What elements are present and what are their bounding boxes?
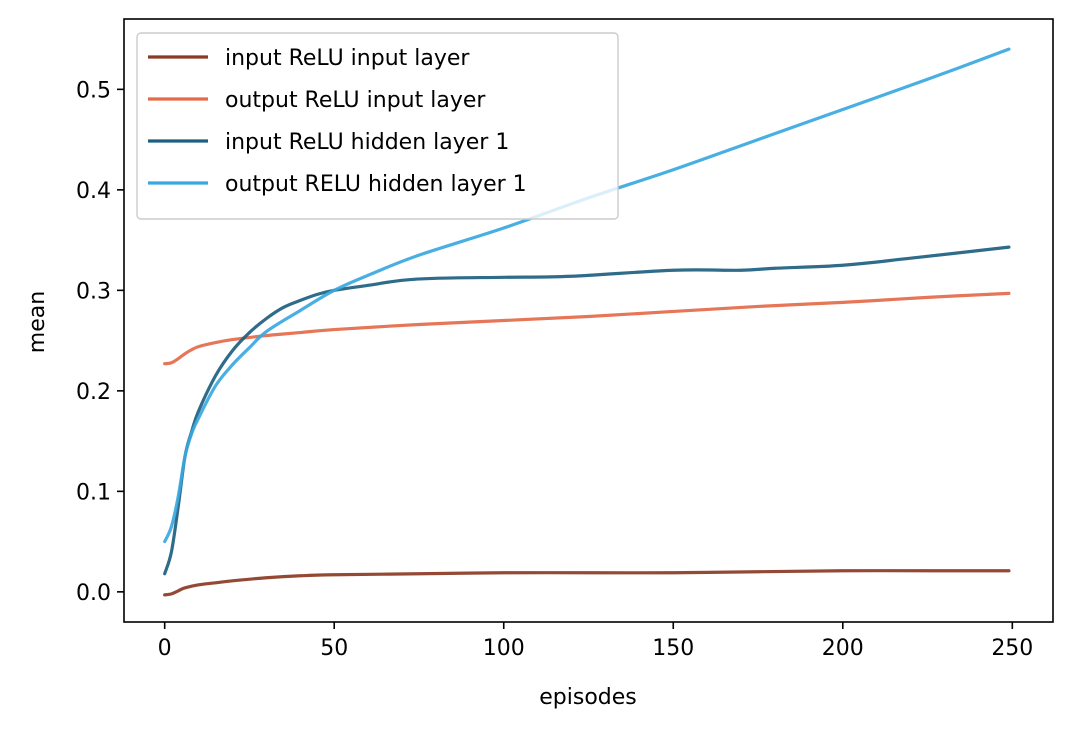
y-axis-label: mean (25, 291, 50, 353)
legend: input ReLU input layer output ReLU input … (136, 32, 619, 220)
y-tick-label: 0.4 (76, 179, 111, 204)
x-tick-label: 100 (483, 636, 525, 661)
series-line-2 (163, 291, 1011, 366)
y-tick-label: 0.1 (76, 480, 111, 505)
axes-layer: 0 50 100 150 200 250 0.0 0.1 0.2 0.3 0.4 0.5 (76, 78, 1033, 661)
legend-label: output RELU hidden layer 1 (225, 172, 527, 197)
x-tick-label: 200 (822, 636, 864, 661)
y-tick-label: 0.2 (76, 380, 111, 405)
legend-label: input ReLU input layer (225, 46, 470, 71)
x-tick-label: 50 (320, 636, 348, 661)
y-tick-label: 0.3 (76, 279, 111, 304)
x-tick-label: 150 (652, 636, 694, 661)
series-layer (163, 47, 1011, 597)
y-tick-label: 0.0 (76, 581, 111, 606)
legend-label: input ReLU hidden layer 1 (225, 130, 509, 155)
series-line-4 (163, 47, 1011, 544)
x-axis-label: episodes (539, 685, 637, 710)
plot-frame (123, 18, 1054, 623)
y-tick-label: 0.5 (76, 78, 111, 103)
x-tick-label: 250 (991, 636, 1033, 661)
legend-box (136, 32, 619, 220)
legend-label: output ReLU input layer (225, 88, 486, 113)
x-tick-label: 0 (158, 636, 172, 661)
series-line-1 (163, 569, 1011, 597)
